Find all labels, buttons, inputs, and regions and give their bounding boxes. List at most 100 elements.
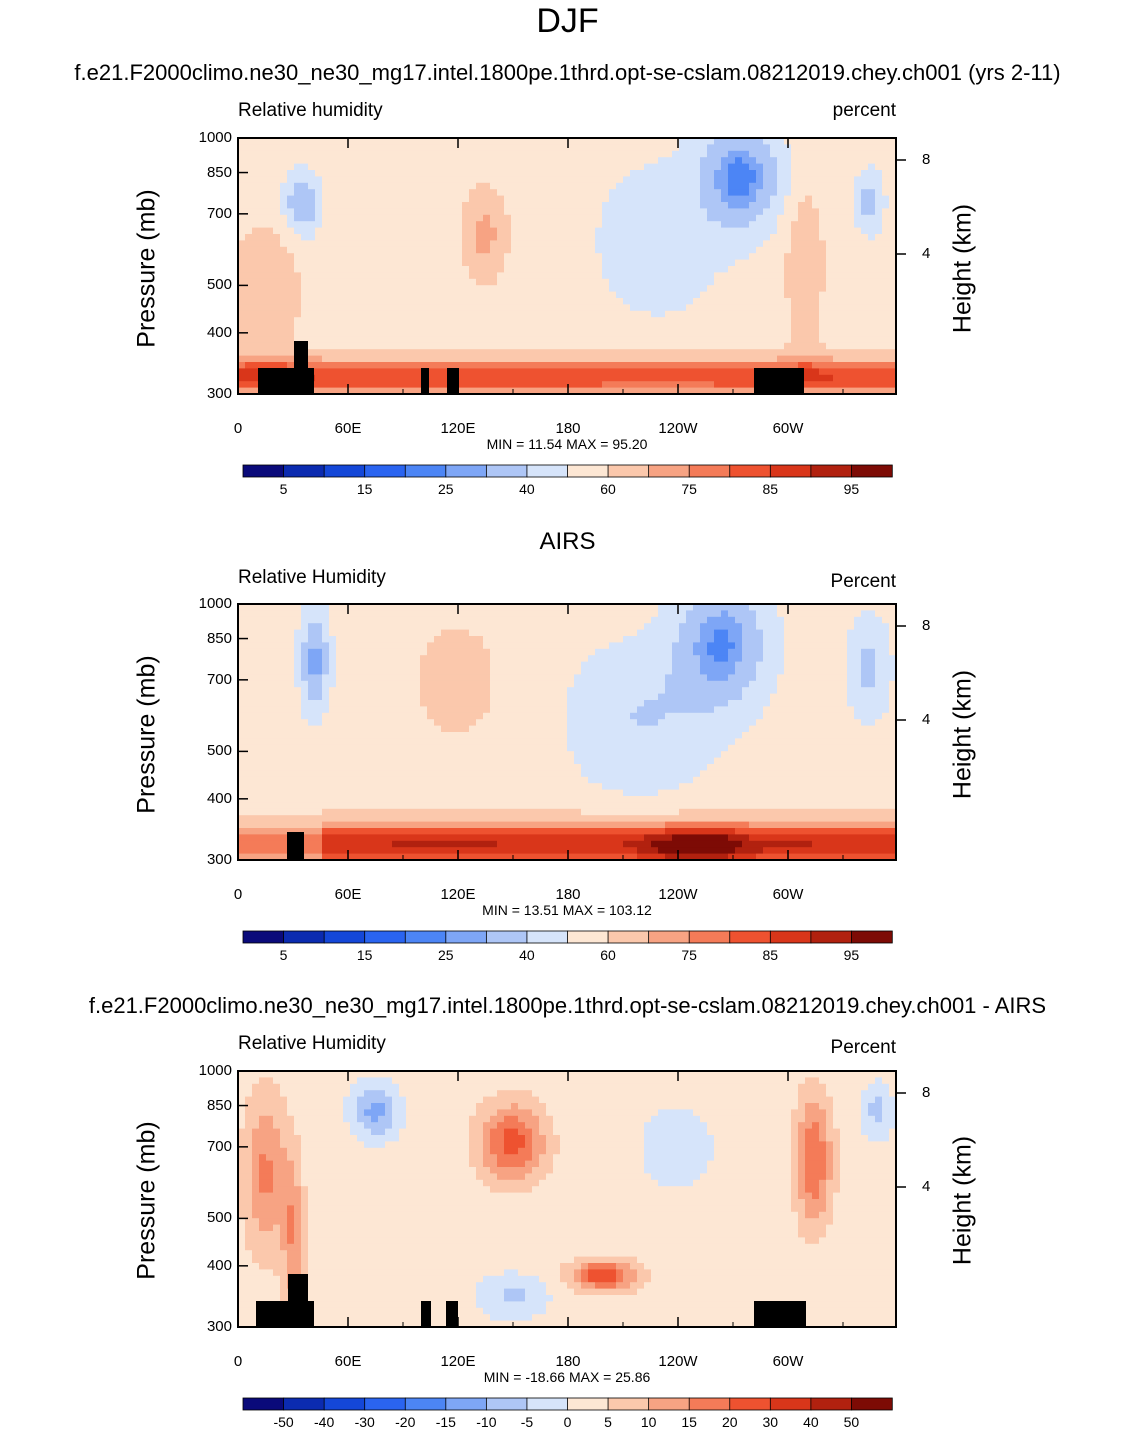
panel-2-y2tick-label: 8 <box>922 617 931 634</box>
panel-2-xtick-label: 120E <box>440 886 476 903</box>
panel-1-colorbar-swatch <box>810 464 853 478</box>
panel-1-plot <box>237 137 906 395</box>
panel-2-variable-label: Relative Humidity <box>238 567 386 588</box>
panel-2-colorbar-swatch <box>404 930 447 944</box>
panel-2-colorbar-label: 5 <box>279 947 288 963</box>
panel-3-colorbar-label: 5 <box>604 1414 612 1430</box>
panel-2-colorbar-label: 75 <box>681 947 697 963</box>
panel-2-colorbar-swatch <box>648 930 690 944</box>
panel-2-colorbar-swatch <box>688 930 731 944</box>
panel-3-colorbar-swatch <box>242 1397 285 1411</box>
panel-3-xtick-label: 180 <box>555 1353 581 1370</box>
panel-2-colorbar <box>242 930 893 944</box>
panel-2-ytick-label: 700 <box>206 670 232 688</box>
panel-2-colorbar-swatch <box>851 930 893 944</box>
panel-1-xtick-label: 180 <box>555 420 581 437</box>
panel-3-colorbar-label: -15 <box>435 1414 456 1430</box>
panel-3-colorbar-label: 0 <box>563 1414 572 1430</box>
panel-3-colorbar-label: 30 <box>762 1414 779 1430</box>
panel-2-colorbar-swatch <box>810 930 853 944</box>
panel-3-ytick-label: 1000 <box>198 1062 232 1079</box>
panel-3-colorbar-label: 15 <box>681 1414 697 1430</box>
panel-1-header: f.e21.F2000climo.ne30_ne30_mg17.intel.18… <box>74 60 1061 85</box>
panel-2-colorbar-label: 40 <box>519 947 535 963</box>
panel-2-xtick-label: 60W <box>772 886 804 903</box>
panel-2-colorbar-swatch <box>242 930 285 944</box>
panel-3-topography-4 <box>754 1301 806 1327</box>
panel-1-y2label: Height (km) <box>948 203 977 334</box>
panel-3-colorbar-swatch <box>485 1397 528 1411</box>
panel-2-y2label: Height (km) <box>948 669 977 800</box>
panel-3-colorbar-label: -20 <box>395 1414 416 1430</box>
panel-3-ytick-label: 300 <box>206 1318 232 1335</box>
panel-3-y2label: Height (km) <box>948 1135 977 1266</box>
panel-3-colorbar-swatch <box>567 1397 609 1411</box>
panel-3-colorbar-label: -10 <box>476 1414 497 1430</box>
panel-2-colorbar-label: 60 <box>600 947 616 963</box>
panel-2-xtick-label: 180 <box>555 886 581 903</box>
figure-title: DJF <box>536 2 599 40</box>
panel-1-colorbar-swatch <box>688 464 731 478</box>
panel-3-colorbar-label: 20 <box>721 1414 738 1430</box>
panel-2-header: AIRS <box>539 528 596 555</box>
panel-3-plot <box>237 1070 906 1328</box>
panel-2-field-cells <box>238 604 897 861</box>
panel-1-ytick-label: 1000 <box>198 129 232 146</box>
panel-2-frame <box>237 603 897 861</box>
panel-1-colorbar-swatch <box>485 464 528 478</box>
panel-1-colorbar-label: 25 <box>438 481 454 497</box>
panel-2-units-label: Percent <box>830 571 896 592</box>
panel-1-topography-2 <box>421 368 429 394</box>
panel-2-colorbar-label: 85 <box>762 947 779 963</box>
panel-1-colorbar-swatch <box>364 464 406 478</box>
panel-3-colorbar-swatch <box>810 1397 853 1411</box>
panel-3-colorbar-label: 10 <box>640 1414 657 1430</box>
panel-3-field-cells <box>238 1071 897 1328</box>
panel-1-colorbar-label: 60 <box>600 481 616 497</box>
panel-1-colorbar-label: 15 <box>356 481 373 497</box>
panel-1-field-cells <box>238 138 897 395</box>
panel-1-xtick-label: 0 <box>233 420 243 437</box>
panel-3-units-label: Percent <box>830 1037 896 1058</box>
panel-2-colorbar-swatch <box>323 930 366 944</box>
panel-3-colorbar-label: -30 <box>354 1414 375 1430</box>
panel-1-ylabel: Pressure (mb) <box>132 189 161 348</box>
panel-2-topography-0 <box>287 832 304 860</box>
panel-2-colorbar-swatch <box>364 930 406 944</box>
panel-2-colorbar-swatch <box>526 930 569 944</box>
panel-3-xtick-label: 60E <box>334 1353 362 1370</box>
panel-3-variable-label: Relative Humidity <box>238 1033 386 1054</box>
panel-3-colorbar-label: -40 <box>314 1414 335 1430</box>
panel-2-ytick-label: 300 <box>206 851 232 868</box>
panel-1-frame <box>237 137 897 395</box>
panel-2-minmax: MIN = 13.51 MAX = 103.12 <box>482 902 652 918</box>
panel-3-xtick-label: 120E <box>440 1353 476 1370</box>
panel-3-colorbar-label: 40 <box>803 1414 819 1430</box>
panel-1-variable-label: Relative humidity <box>238 100 383 121</box>
panel-3-colorbar-swatch <box>851 1397 893 1411</box>
panel-2-colorbar-swatch <box>567 930 609 944</box>
panel-3-topography-1 <box>288 1274 308 1327</box>
panel-1-colorbar-swatch <box>769 464 812 478</box>
panel-1-topography-1 <box>294 341 308 394</box>
panel-2-colorbar-swatch <box>729 930 772 944</box>
panel-1-xtick-label: 60E <box>334 420 362 437</box>
panel-1-ytick-label: 850 <box>206 163 232 181</box>
panel-3-xtick-label: 60W <box>772 1353 804 1370</box>
panel-1-colorbar-swatch <box>607 464 650 478</box>
panel-1-colorbar-label: 5 <box>279 481 288 497</box>
panel-2-colorbar-label: 15 <box>356 947 373 963</box>
panel-1-colorbar-label: 40 <box>519 481 535 497</box>
panel-1-xtick-label: 120E <box>440 420 476 437</box>
panel-3-colorbar-swatch <box>323 1397 366 1411</box>
panel-3-minmax: MIN = -18.66 MAX = 25.86 <box>483 1369 651 1385</box>
panel-3-colorbar-swatch <box>445 1397 488 1411</box>
panel-1-units-label: percent <box>832 100 896 121</box>
panel-1-minmax: MIN = 11.54 MAX = 95.20 <box>486 436 648 452</box>
panel-3-ytick-label: 850 <box>206 1096 232 1114</box>
panel-3-ylabel: Pressure (mb) <box>132 1121 161 1280</box>
panel-1-colorbar-swatch <box>729 464 772 478</box>
panel-3-colorbar-swatch <box>526 1397 569 1411</box>
panel-3-colorbar-label: -5 <box>520 1414 534 1430</box>
panel-3-colorbar <box>242 1397 893 1411</box>
